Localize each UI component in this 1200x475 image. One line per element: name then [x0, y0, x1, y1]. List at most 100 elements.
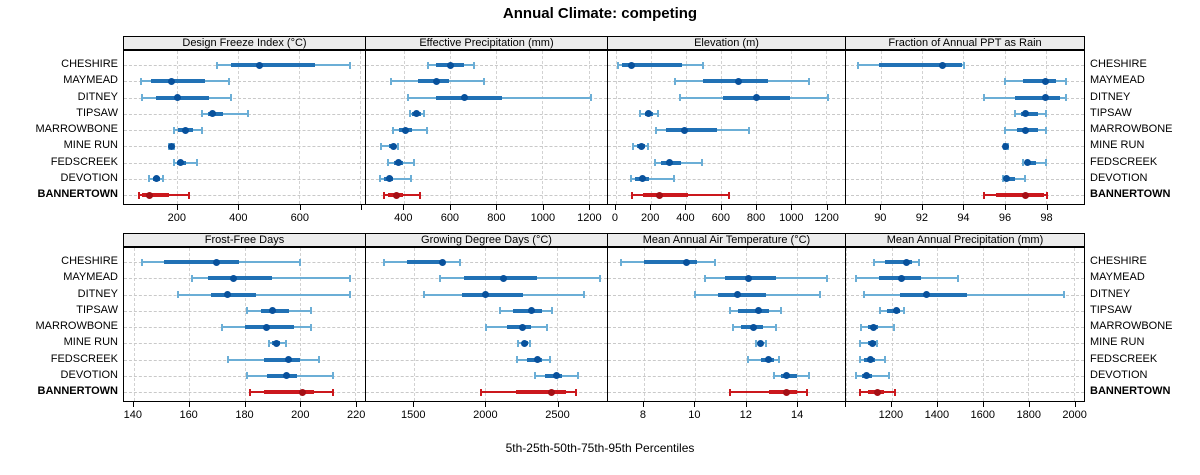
- x-axis: 400 600 800 1000 1200: [365, 205, 608, 227]
- whisker-cap-low: [1001, 175, 1004, 183]
- whisker-cap-low: [438, 274, 441, 282]
- row-label-left: TIPSAW: [76, 303, 118, 316]
- axis-tick: [1046, 205, 1048, 210]
- whisker-cap-high: [576, 372, 579, 380]
- median-dot: [639, 175, 647, 183]
- median-dot: [1042, 94, 1050, 101]
- whisker-cap-low: [703, 274, 706, 282]
- panel-strip: Design Freeze Index (°C): [123, 36, 366, 50]
- panel-strip: Mean Annual Precipitation (mm): [845, 233, 1085, 247]
- panel-strip-title: Mean Annual Air Temperature (°C): [642, 234, 811, 246]
- whisker-cap-high: [309, 307, 312, 315]
- whisker-cap-high: [808, 77, 811, 85]
- panel-strip: Fraction of Annual PPT as Rain: [845, 36, 1085, 50]
- gridline-vertical: [650, 51, 652, 204]
- whisker-cap-low: [138, 191, 141, 199]
- x-axis: 200 400 600: [123, 205, 366, 227]
- axis-tick: [299, 205, 301, 210]
- interquartile-band: [1021, 111, 1038, 116]
- whisker-cap-low: [747, 356, 750, 363]
- median-dot: [765, 356, 773, 363]
- whisker-cap-low: [226, 356, 229, 363]
- row-label-left: MINE RUN: [63, 336, 118, 349]
- axis-tick-label: 200: [291, 409, 310, 421]
- axis-tick: [890, 402, 892, 407]
- axis-tick-label: 1400: [924, 409, 950, 421]
- whisker-cap-low: [485, 323, 488, 331]
- whisker-cap-high: [187, 191, 190, 199]
- axis-tick-label: 200: [167, 212, 187, 224]
- interquartile-band: [164, 260, 239, 264]
- whisker-cap-high: [482, 77, 485, 85]
- interquartile-band: [768, 390, 797, 394]
- median-dot: [628, 61, 636, 69]
- gridline-horizontal: [846, 178, 1084, 180]
- median-dot: [402, 126, 410, 134]
- whisker-cap-low: [515, 356, 518, 363]
- gridline-horizontal: [124, 195, 365, 196]
- interquartile-band: [512, 308, 542, 313]
- median-dot: [167, 77, 175, 85]
- figure-caption: 5th-25th-50th-75th-95th Percentiles: [505, 441, 695, 455]
- axis-tick: [694, 402, 696, 407]
- panel: [123, 247, 366, 402]
- axis-tick: [188, 402, 190, 407]
- row-label-right: MAYMEAD: [1090, 271, 1145, 284]
- whisker-cap-low: [855, 372, 858, 380]
- interquartile-band: [665, 128, 718, 132]
- axis-tick-label: 98: [1040, 212, 1053, 224]
- gridline-horizontal: [124, 343, 365, 345]
- panel: [607, 247, 846, 402]
- whisker-cap-high: [229, 94, 232, 101]
- median-dot: [892, 307, 900, 315]
- median-dot: [782, 388, 790, 396]
- median-dot: [782, 372, 790, 380]
- whisker-cap-high: [1044, 110, 1047, 118]
- median-dot: [754, 307, 762, 315]
- whisker-cap-low: [863, 291, 866, 298]
- median-dot: [867, 356, 875, 363]
- gridline-vertical: [963, 51, 965, 204]
- whisker-cap-high: [883, 356, 886, 363]
- row-label-left: TIPSAW: [76, 106, 118, 119]
- x-axis: 90 92 94 96 98: [845, 205, 1085, 227]
- panel-strip: Growing Degree Days (°C): [365, 233, 608, 247]
- median-dot: [176, 159, 184, 166]
- panel-strip-title: Fraction of Annual PPT as Rain: [888, 37, 1042, 49]
- gridline-vertical: [982, 248, 984, 401]
- axis-tick: [542, 205, 544, 210]
- whisker-cap-low: [983, 94, 986, 101]
- median-dot: [744, 274, 752, 282]
- gridline-vertical: [299, 51, 301, 204]
- gridline-vertical: [881, 51, 883, 204]
- gridline-horizontal: [608, 392, 845, 393]
- axis-tick: [1004, 205, 1006, 210]
- median-dot: [862, 372, 870, 380]
- whisker-cap-high: [827, 94, 830, 101]
- axis-tick: [176, 205, 178, 210]
- gridline-vertical: [755, 51, 757, 204]
- whisker-cap-low: [386, 159, 389, 166]
- row-label-left: MINE RUN: [63, 139, 118, 152]
- whisker-cap-low: [772, 372, 775, 380]
- gridline-horizontal: [608, 343, 845, 345]
- whisker-cap-high: [903, 307, 906, 315]
- gridline-horizontal: [608, 178, 845, 180]
- median-dot: [282, 372, 290, 380]
- whisker-cap-high: [1024, 175, 1027, 183]
- whisker-cap-high: [550, 307, 553, 315]
- axis-tick: [238, 205, 240, 210]
- whisker-cap-high: [777, 356, 780, 363]
- whisker-cap-high: [397, 142, 400, 150]
- whisker-cap-high: [298, 258, 301, 266]
- gridline-horizontal: [124, 392, 365, 393]
- whisker-cap-high: [419, 191, 422, 199]
- interquartile-band: [406, 260, 445, 264]
- median-dot: [208, 110, 216, 118]
- axis-tick-label: 0: [611, 212, 618, 224]
- whisker-cap-low: [1022, 159, 1025, 166]
- median-dot: [385, 175, 393, 183]
- median-dot: [1021, 110, 1029, 118]
- axis-tick: [982, 402, 984, 407]
- median-dot: [460, 94, 468, 101]
